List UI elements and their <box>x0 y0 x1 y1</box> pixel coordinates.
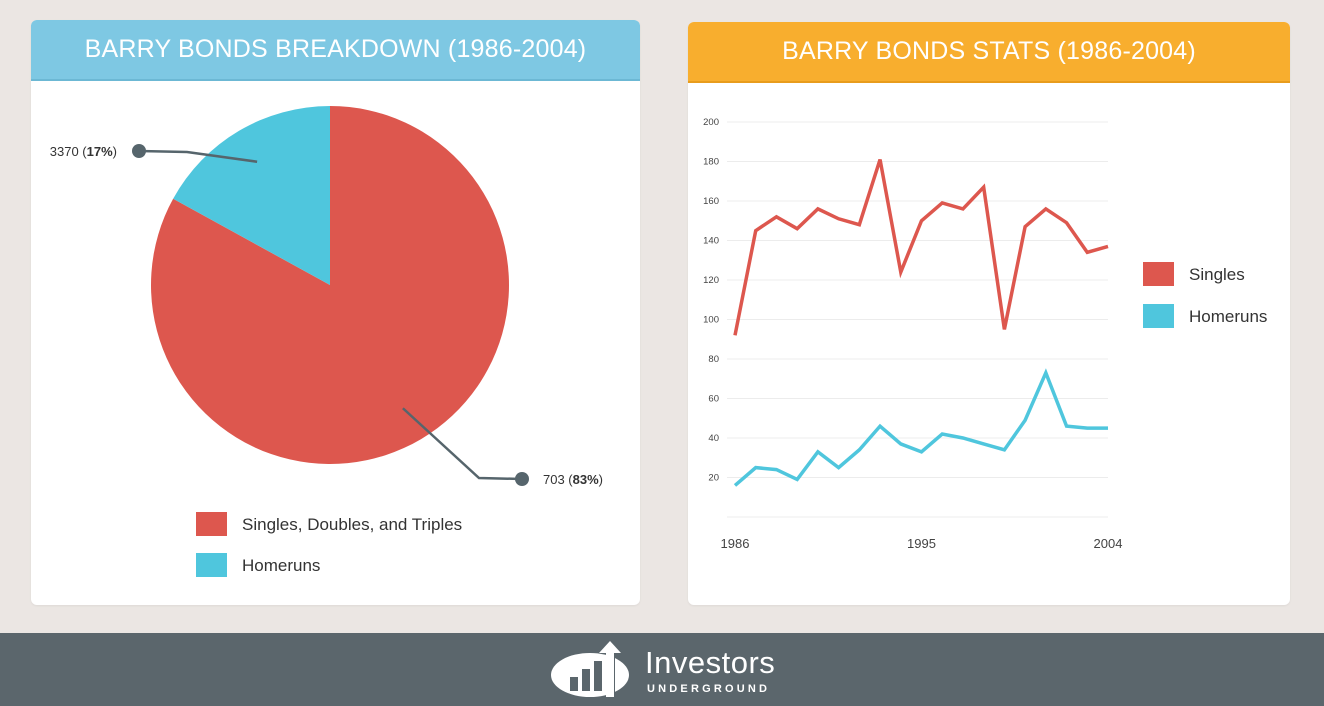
legend-label: Singles, Doubles, and Triples <box>242 515 462 534</box>
y-tick-label: 180 <box>703 157 719 168</box>
legend-swatch <box>196 553 227 577</box>
y-tick-label: 60 <box>708 394 719 405</box>
legend-label: Homeruns <box>242 556 320 575</box>
line-legend-item-singles: Singles <box>1143 262 1245 286</box>
pie-slice-homeruns <box>173 106 330 285</box>
pie-leader-line <box>138 149 258 163</box>
pie-chart-card: BARRY BONDS BREAKDOWN (1986-2004) 703 (8… <box>31 20 640 605</box>
series-line-singles <box>733 158 1109 336</box>
brand-name: Investors <box>645 645 776 680</box>
pie-legend-item-1: Homeruns <box>196 553 320 577</box>
y-tick-label: 20 <box>708 473 719 484</box>
pie-callout-1: 3370 (17%) <box>50 144 258 163</box>
investors-underground-logo[interactable]: Investors UNDERGROUND <box>550 639 790 701</box>
pie-legend-item-0: Singles, Doubles, and Triples <box>196 512 462 536</box>
pie-callout-0: 703 (83%) <box>402 407 603 487</box>
legend-swatch <box>1143 262 1174 286</box>
line-chart-grid <box>727 121 1108 518</box>
x-tick-label: 1986 <box>721 536 750 551</box>
pie-chart-title: BARRY BONDS BREAKDOWN (1986-2004) <box>31 20 640 81</box>
y-tick-label: 160 <box>703 196 719 207</box>
brand-sub: UNDERGROUND <box>647 683 771 695</box>
pie-chart: 703 (83%) 3370 (17%) Singles, Doubles, and… <box>50 106 603 577</box>
pie-data-label: 3370 (17%) <box>50 144 117 159</box>
bar-chart-arrow-icon <box>551 641 629 697</box>
legend-swatch <box>196 512 227 536</box>
pie-data-label: 703 (83%) <box>543 472 603 487</box>
series-line-homeruns <box>733 368 1108 487</box>
line-chart: 20 40 60 80 100 120 140 160 180 200 1986 1995 2004 Si… <box>703 117 1267 551</box>
pie-leader-dot <box>132 144 146 158</box>
line-chart-card: BARRY BONDS STATS (1986-2004) 20 40 60 80 10… <box>688 22 1290 605</box>
y-tick-label: 120 <box>703 275 719 286</box>
pie-leader-line <box>402 407 523 481</box>
pie-leader-dot <box>515 472 529 486</box>
legend-label: Singles <box>1189 265 1245 284</box>
y-tick-label: 80 <box>708 354 719 365</box>
y-tick-label: 100 <box>703 315 719 326</box>
legend-label: Homeruns <box>1189 307 1267 326</box>
y-tick-label: 200 <box>703 117 719 128</box>
line-chart-title: BARRY BONDS STATS (1986-2004) <box>688 22 1290 83</box>
footer: Investors UNDERGROUND <box>0 633 1324 706</box>
line-legend-item-homeruns: Homeruns <box>1143 304 1267 328</box>
pie-slice-singles-doubles-triples <box>150 106 509 465</box>
legend-swatch <box>1143 304 1174 328</box>
x-tick-label: 1995 <box>907 536 936 551</box>
x-tick-label: 2004 <box>1094 536 1123 551</box>
y-tick-label: 140 <box>703 236 719 247</box>
y-tick-label: 40 <box>708 433 719 444</box>
